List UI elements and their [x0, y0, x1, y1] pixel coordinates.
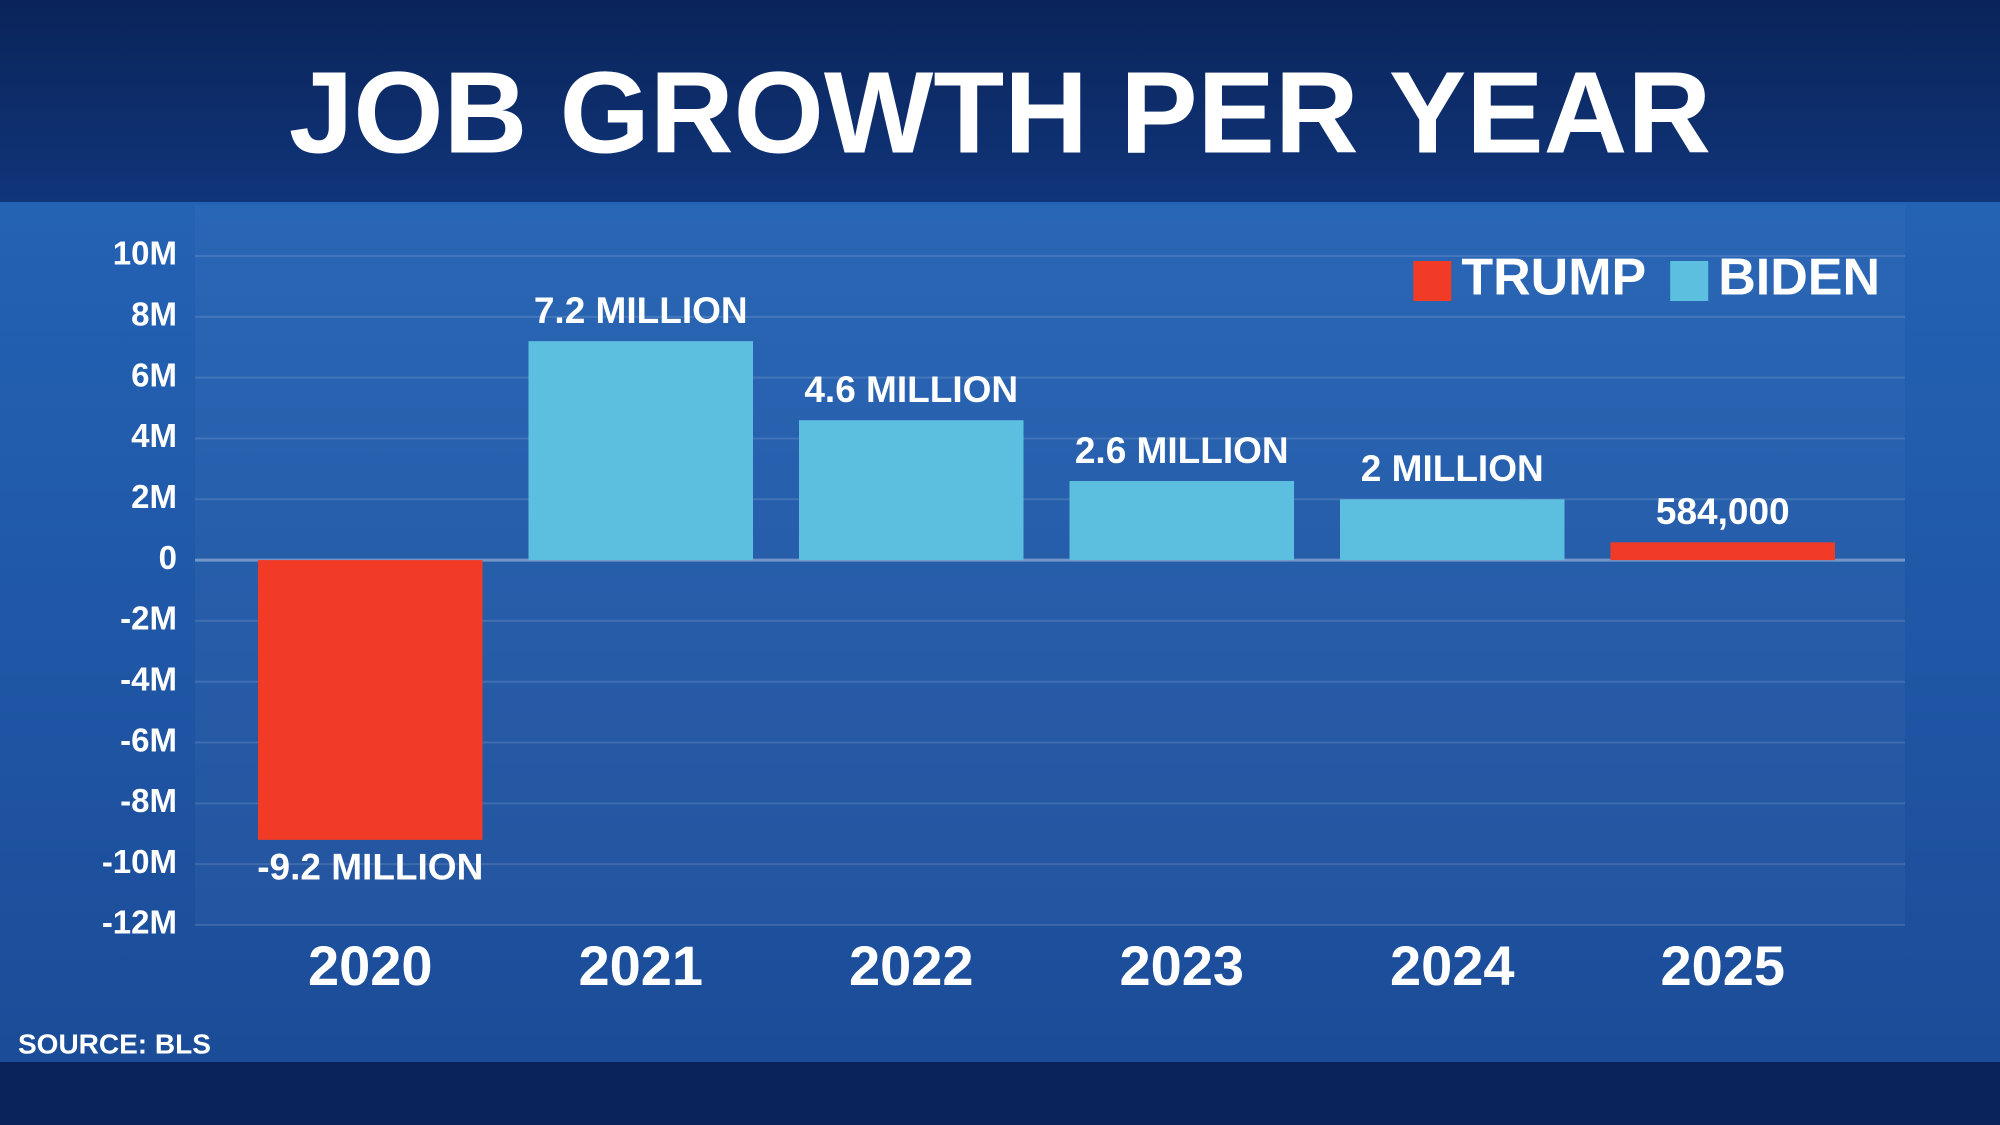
- bar: [798, 420, 1024, 561]
- value-label: 584,000: [1656, 491, 1790, 532]
- y-tick-label: 8M: [131, 296, 177, 333]
- legend-swatch: [1413, 261, 1452, 301]
- value-label: 2 MILLION: [1361, 448, 1544, 489]
- bar: [257, 560, 483, 840]
- y-tick-label: -8M: [120, 782, 177, 819]
- x-tick-label: 2020: [308, 934, 433, 997]
- y-tick-label: -2M: [120, 600, 177, 637]
- bar: [528, 341, 754, 561]
- y-tick-label: 4M: [131, 417, 177, 454]
- x-tick-label: 2023: [1119, 934, 1244, 997]
- chart-title: JOB GROWTH PER YEAR: [289, 48, 1711, 178]
- x-tick-label: 2025: [1660, 934, 1785, 997]
- y-tick-label: -12M: [102, 904, 177, 941]
- x-tick-label: 2021: [578, 934, 703, 997]
- y-tick-label: 0: [159, 539, 177, 576]
- y-tick-label: 10M: [113, 235, 177, 272]
- legend-label: BIDEN: [1718, 249, 1880, 307]
- bar: [1610, 542, 1836, 561]
- value-label: -9.2 MILLION: [257, 847, 483, 888]
- y-tick-label: -6M: [120, 721, 177, 758]
- source-note: SOURCE: BLS: [18, 1028, 211, 1059]
- value-label: 4.6 MILLION: [804, 369, 1018, 410]
- bottom-band: [0, 1062, 2000, 1125]
- title-band: [0, 0, 2000, 202]
- y-tick-label: -4M: [120, 660, 177, 697]
- bar: [1069, 481, 1295, 561]
- y-tick-label: -10M: [102, 843, 177, 880]
- y-tick-label: 6M: [131, 356, 177, 393]
- value-label: 7.2 MILLION: [534, 290, 748, 331]
- legend-label: TRUMP: [1461, 249, 1646, 307]
- x-tick-label: 2022: [849, 934, 974, 997]
- value-label: 2.6 MILLION: [1075, 430, 1289, 471]
- legend-swatch: [1670, 261, 1709, 301]
- bar: [1339, 499, 1565, 561]
- x-tick-label: 2024: [1390, 934, 1515, 997]
- y-tick-label: 2M: [131, 478, 177, 515]
